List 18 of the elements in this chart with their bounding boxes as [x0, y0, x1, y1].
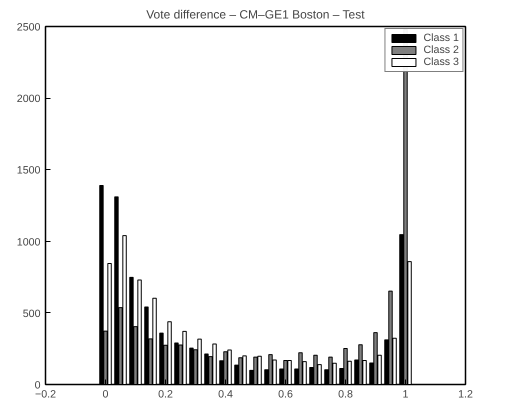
y-tick-label: 0	[34, 380, 41, 392]
y-tick-label: 2500	[16, 22, 41, 34]
x-tick-label: 1.2	[458, 388, 473, 400]
legend-label: Class 1	[423, 32, 459, 44]
x-tick-label: 0.6	[278, 388, 293, 400]
y-tick-label: 1000	[16, 236, 41, 248]
y-tick-label: 500	[22, 308, 41, 320]
legend-label: Class 2	[423, 44, 459, 56]
x-tick-label: 1	[402, 388, 409, 400]
x-tick-label: 0.4	[218, 388, 233, 400]
x-tick-label: 0.8	[338, 388, 353, 400]
chart-title: Vote difference – CM–GE1 Boston – Test	[146, 8, 366, 22]
y-tick-label: 2000	[16, 93, 41, 106]
x-tick-label: −0.2	[34, 388, 56, 400]
x-tick-label: 0	[102, 388, 109, 400]
y-tick-label: 1500	[16, 164, 41, 177]
x-tick-label: 0.2	[158, 388, 173, 400]
legend-label: Class 3	[423, 56, 459, 68]
